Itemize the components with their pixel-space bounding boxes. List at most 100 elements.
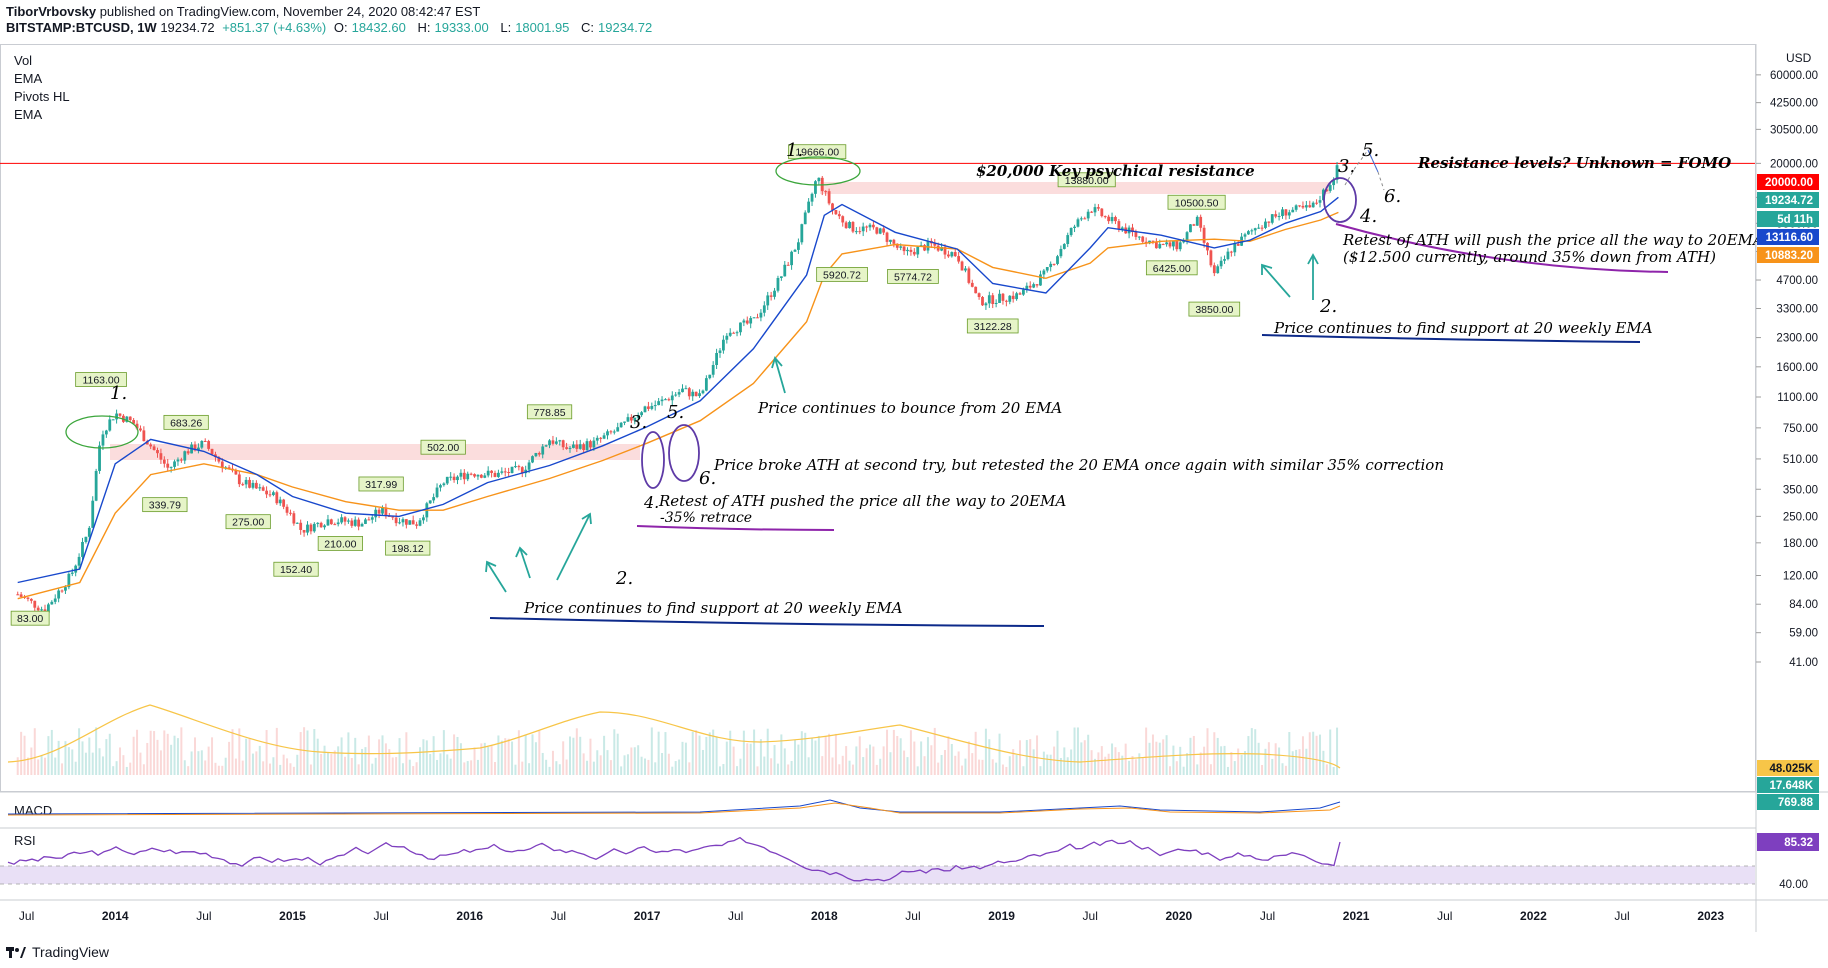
volume-bar xyxy=(476,759,479,775)
volume-bar xyxy=(91,752,94,775)
high-label: H: xyxy=(417,20,431,35)
candle-body xyxy=(1137,236,1141,238)
indicator-ema-2[interactable]: EMA xyxy=(14,107,43,122)
volume-bar xyxy=(64,741,67,775)
price-tick-label: 42500.00 xyxy=(1770,98,1818,110)
volume-bar xyxy=(766,728,769,775)
candle-body xyxy=(139,428,142,431)
candle-body xyxy=(991,295,995,304)
time-tick-label: 2017 xyxy=(634,909,661,923)
candle-body xyxy=(800,224,804,243)
candle-body xyxy=(554,441,558,444)
candle-body xyxy=(391,516,395,518)
candle-body xyxy=(449,476,453,478)
volume-bar xyxy=(132,736,135,775)
time-tick-label: 2016 xyxy=(456,909,483,923)
volume-bar xyxy=(217,765,220,775)
candle-body xyxy=(1332,179,1336,186)
price-badges: 20000.00 19234.72 5d 11h 13116.60 10883.20 48… xyxy=(1757,174,1819,851)
volume-bar xyxy=(899,738,902,775)
time-tick-label: Jul xyxy=(19,909,34,923)
candle-body xyxy=(1311,202,1315,208)
candle-body xyxy=(384,507,388,516)
volume-bar xyxy=(251,753,254,775)
volume-bar xyxy=(1209,764,1212,775)
candle-body xyxy=(561,440,565,448)
candle-body xyxy=(1168,242,1172,247)
volume-bar xyxy=(391,757,394,775)
candle-body xyxy=(122,415,125,422)
candle-body xyxy=(26,597,30,599)
volume-bar xyxy=(1240,754,1243,775)
candle-body xyxy=(953,252,957,257)
volume-bar xyxy=(211,737,214,775)
volume-bar xyxy=(521,761,524,775)
symbol-label[interactable]: BITSTAMP:BTCUSD, 1W xyxy=(6,20,157,35)
candle-body xyxy=(162,459,166,464)
volume-bar xyxy=(262,761,265,775)
volume-bar xyxy=(838,764,841,775)
candle-body xyxy=(589,441,592,448)
volume-bar xyxy=(326,752,329,775)
volume-bar xyxy=(780,734,783,775)
volume-bar xyxy=(756,766,759,775)
candle-body xyxy=(47,604,50,613)
candle-body xyxy=(173,461,176,467)
volume-bar xyxy=(176,738,179,775)
volume-bar xyxy=(26,757,29,775)
candle-body xyxy=(1117,221,1121,230)
candle-body xyxy=(827,191,831,204)
candle-body xyxy=(694,391,698,397)
volume-bar xyxy=(234,758,237,775)
volume-bar xyxy=(681,741,684,775)
candle-body xyxy=(1144,241,1148,244)
volume-bar xyxy=(950,743,953,775)
candle-body xyxy=(156,450,159,454)
candle-body xyxy=(541,446,545,455)
indicator-ema[interactable]: EMA xyxy=(14,71,43,86)
candle-body xyxy=(353,519,357,526)
time-tick-label: Jul xyxy=(1083,909,1098,923)
volume-bar xyxy=(153,731,156,775)
volume-bar xyxy=(528,763,531,775)
candle-body xyxy=(681,388,684,393)
candle-body xyxy=(60,590,64,592)
indicator-pivots[interactable]: Pivots HL xyxy=(14,89,70,104)
time-tick-label: Jul xyxy=(373,909,388,923)
volume-bar xyxy=(401,763,404,775)
price-tick-label: 510.00 xyxy=(1783,454,1818,466)
candle-body xyxy=(1243,234,1247,237)
candle-body xyxy=(1284,209,1288,216)
volume-bar xyxy=(1087,734,1090,775)
candle-body xyxy=(374,509,378,518)
indicator-vol[interactable]: Vol xyxy=(14,53,33,68)
pivot-label: 6425.00 xyxy=(1153,263,1191,275)
label-2-2017: 2. xyxy=(615,568,633,589)
low-value: 18001.95 xyxy=(515,20,570,35)
volume-bar xyxy=(292,766,295,775)
candle-body xyxy=(1216,266,1220,274)
volume-bar xyxy=(797,744,800,775)
volume-bar xyxy=(555,761,558,775)
volume-bar xyxy=(16,757,19,775)
candle-body xyxy=(81,541,84,557)
footer-brand[interactable]: TradingView xyxy=(6,944,109,960)
candle-body xyxy=(1325,189,1329,191)
candle-body xyxy=(381,507,384,514)
volume-bar xyxy=(1216,737,1219,775)
candle-body xyxy=(319,522,323,528)
retest-2017-note-2: -35% retrace xyxy=(660,510,752,526)
volume-bar xyxy=(620,766,623,775)
candle-body xyxy=(783,264,787,277)
pivot-label: 19666.00 xyxy=(795,147,839,159)
volume-bar xyxy=(1298,749,1301,775)
candle-body xyxy=(803,212,807,225)
volume-bar xyxy=(1261,764,1264,775)
author-name[interactable]: TiborVrbovsky xyxy=(6,4,97,19)
candle-body xyxy=(145,441,149,445)
volume-bar xyxy=(490,745,493,775)
candle-body xyxy=(647,406,650,409)
volume-bar xyxy=(320,753,323,775)
